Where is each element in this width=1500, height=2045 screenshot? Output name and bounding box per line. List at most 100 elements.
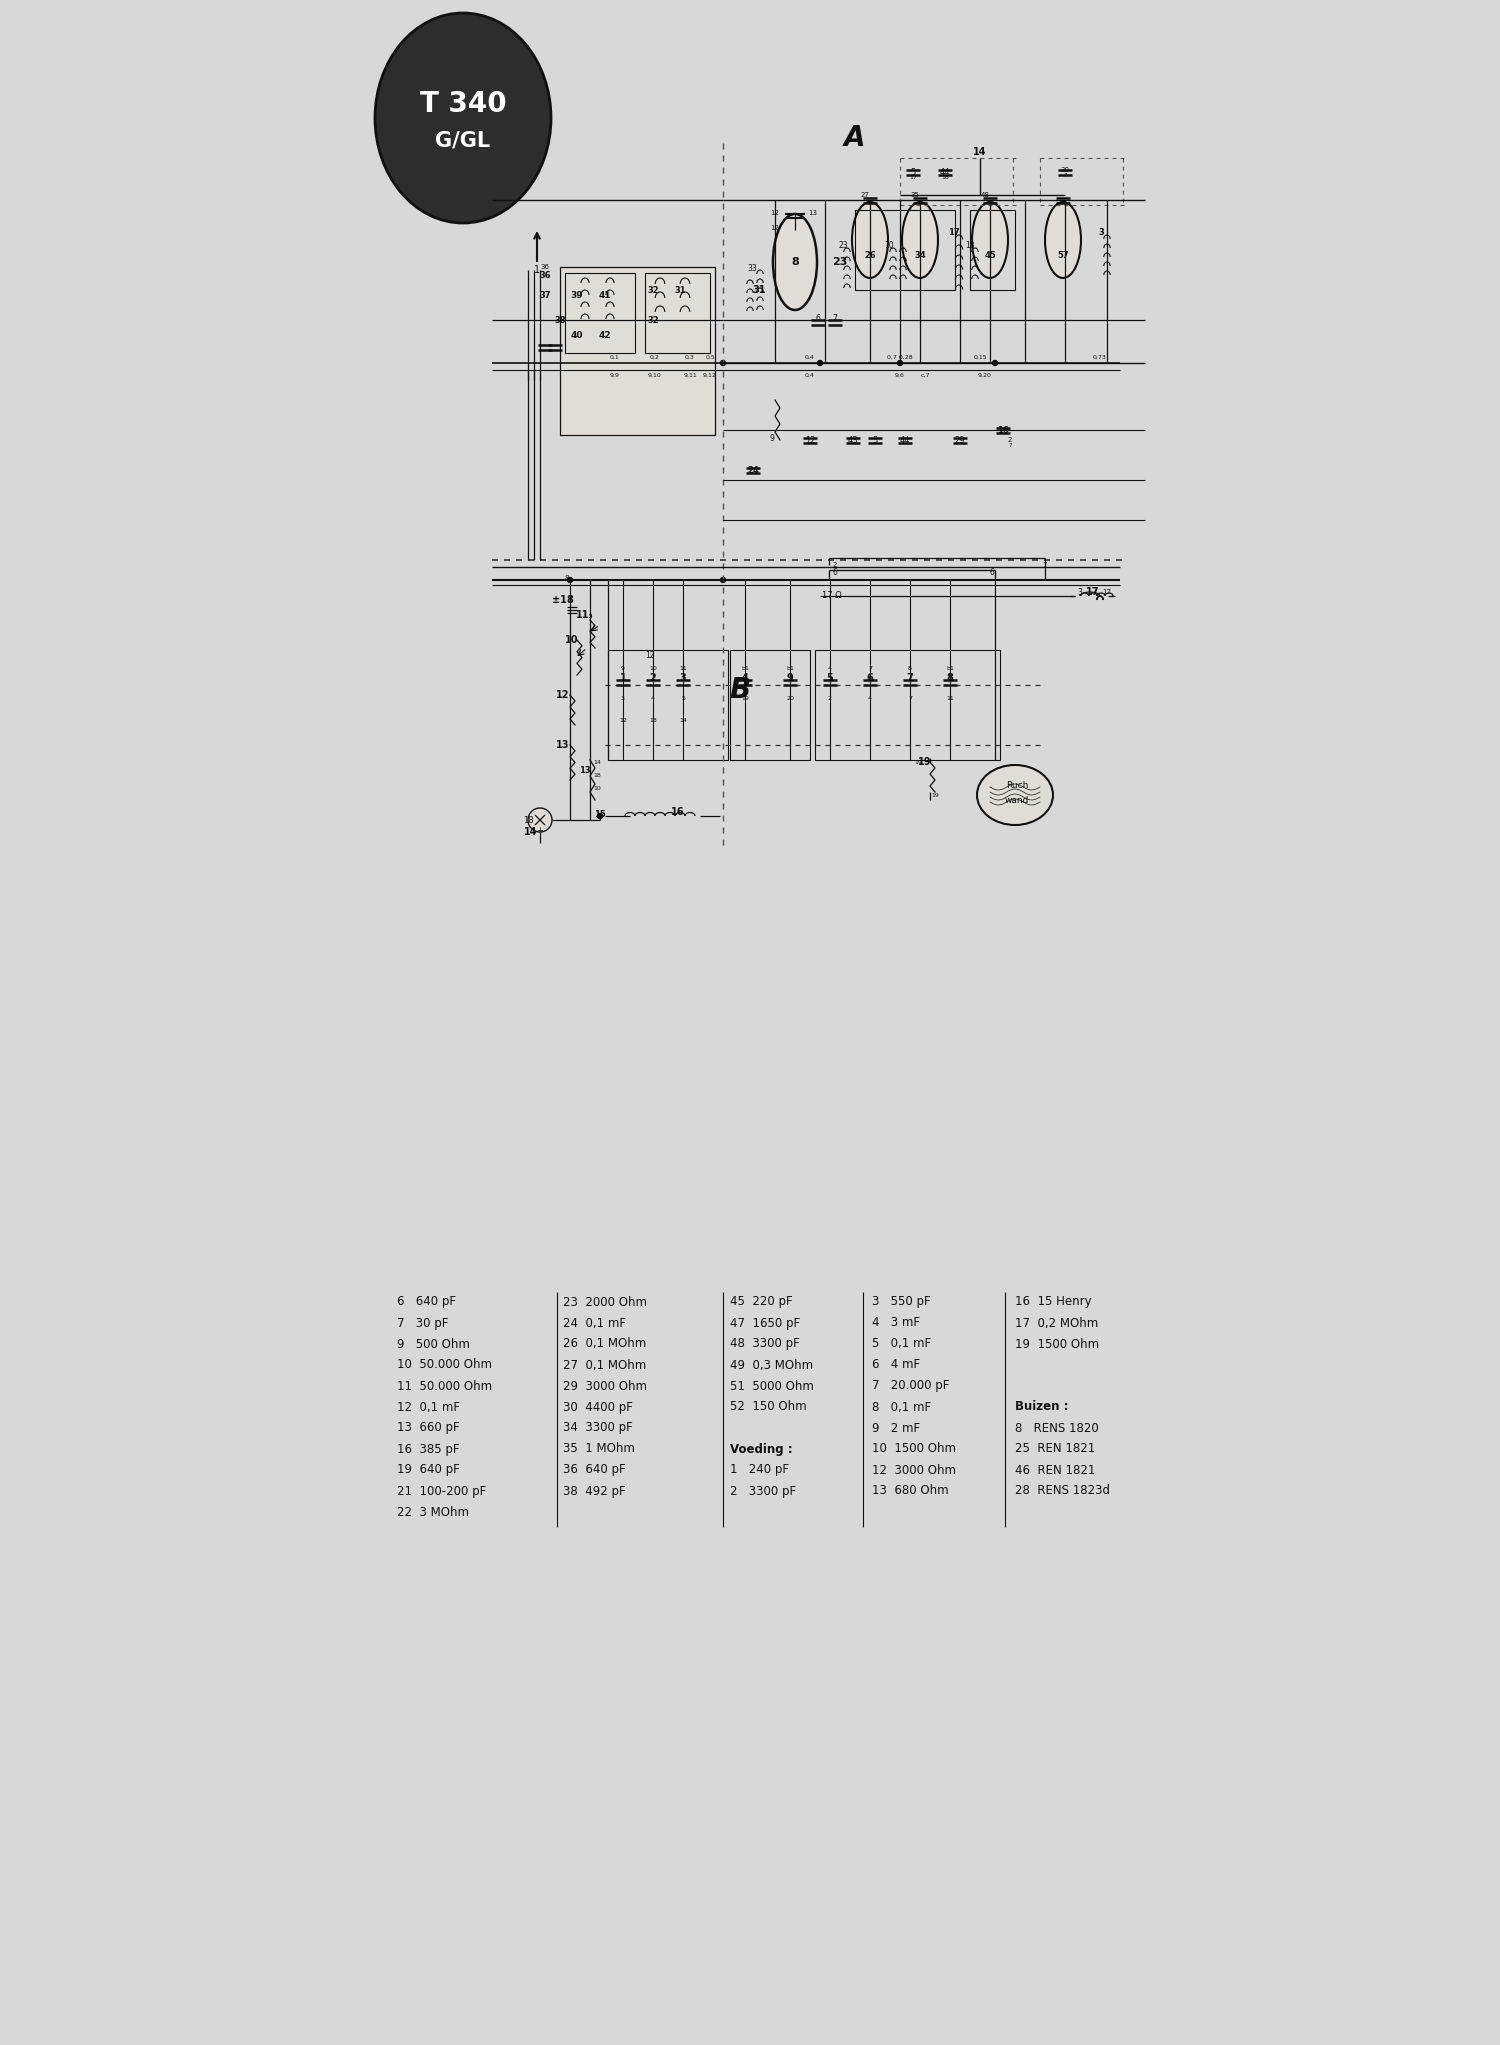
Text: 13  660 pF: 13 660 pF — [398, 1421, 459, 1434]
Text: 16: 16 — [998, 425, 1010, 434]
Text: wand: wand — [1005, 796, 1029, 804]
Text: 5: 5 — [681, 695, 686, 701]
Text: 28  RENS 1823d: 28 RENS 1823d — [1016, 1485, 1110, 1497]
Text: 5: 5 — [910, 168, 915, 176]
Text: 0,15: 0,15 — [974, 354, 987, 360]
Text: 44: 44 — [939, 168, 951, 176]
Text: 8: 8 — [564, 575, 570, 581]
Text: 43: 43 — [847, 436, 858, 444]
Text: 8   RENS 1820: 8 RENS 1820 — [1016, 1421, 1098, 1434]
Bar — [970, 211, 1016, 290]
Text: 10: 10 — [650, 665, 657, 671]
Text: T 340: T 340 — [420, 90, 507, 119]
Text: 10: 10 — [592, 785, 602, 791]
Text: 32: 32 — [646, 286, 658, 294]
Text: 6   640 pF: 6 640 pF — [398, 1294, 456, 1309]
Text: 34: 34 — [914, 249, 926, 260]
Text: A: A — [844, 125, 865, 151]
Text: 17: 17 — [909, 174, 916, 180]
Text: 0,4: 0,4 — [806, 354, 814, 360]
Ellipse shape — [972, 202, 1008, 278]
Text: 30  4400 pF: 30 4400 pF — [562, 1401, 633, 1413]
Text: b1: b1 — [786, 665, 794, 671]
Text: 12: 12 — [804, 436, 816, 444]
Text: 10  50.000 Ohm: 10 50.000 Ohm — [398, 1358, 492, 1372]
Text: 35: 35 — [910, 192, 920, 198]
Text: 2: 2 — [828, 695, 833, 701]
Text: 2: 2 — [1008, 438, 1013, 444]
Text: 19: 19 — [914, 759, 922, 765]
Text: 5: 5 — [873, 436, 877, 444]
Text: 39: 39 — [570, 290, 584, 299]
Text: 6: 6 — [833, 569, 837, 577]
Text: G/GL: G/GL — [435, 131, 490, 149]
Text: 19: 19 — [932, 793, 939, 798]
Text: 48: 48 — [981, 192, 990, 198]
Text: 0,73: 0,73 — [1094, 354, 1107, 360]
Text: 36: 36 — [540, 264, 549, 270]
Text: 0,2: 0,2 — [650, 354, 660, 360]
Text: 1: 1 — [534, 266, 540, 274]
Text: 2: 2 — [833, 562, 837, 569]
Text: 29: 29 — [954, 436, 966, 444]
Text: 12: 12 — [620, 718, 627, 722]
Text: 38  492 pF: 38 492 pF — [562, 1485, 626, 1497]
Circle shape — [818, 360, 822, 366]
Text: 1: 1 — [620, 673, 627, 683]
Text: 13: 13 — [579, 765, 591, 775]
Text: 9,6: 9,6 — [896, 372, 904, 378]
Text: 13  680 Ohm: 13 680 Ohm — [871, 1485, 948, 1497]
Text: ±18: ±18 — [552, 595, 574, 605]
Text: 9,10: 9,10 — [648, 372, 662, 378]
Ellipse shape — [902, 202, 938, 278]
Text: 57: 57 — [1058, 249, 1070, 260]
Text: 18: 18 — [940, 174, 950, 180]
Text: 4: 4 — [868, 695, 871, 701]
Text: 7: 7 — [908, 695, 912, 701]
Text: 22  3 MOhm: 22 3 MOhm — [398, 1505, 470, 1519]
Circle shape — [597, 814, 603, 818]
Text: 11  50.000 Ohm: 11 50.000 Ohm — [398, 1380, 492, 1393]
Text: 11: 11 — [946, 695, 954, 701]
Text: 4: 4 — [651, 695, 656, 701]
Text: 8   0,1 mF: 8 0,1 mF — [871, 1401, 932, 1413]
Text: 17: 17 — [948, 227, 960, 237]
Text: 6: 6 — [816, 313, 821, 323]
Text: 23: 23 — [839, 241, 848, 249]
Text: 7: 7 — [1042, 562, 1047, 569]
Text: 6: 6 — [867, 673, 873, 683]
Text: 7: 7 — [1008, 442, 1011, 448]
Text: 26: 26 — [864, 249, 876, 260]
Text: 3: 3 — [680, 673, 687, 683]
Circle shape — [993, 360, 998, 366]
Text: 25  REN 1821: 25 REN 1821 — [1016, 1442, 1095, 1456]
Text: 51  5000 Ohm: 51 5000 Ohm — [730, 1380, 815, 1393]
Text: Voeding :: Voeding : — [730, 1442, 792, 1456]
Text: 20: 20 — [786, 695, 794, 701]
Text: 0,7 0,28: 0,7 0,28 — [886, 354, 914, 360]
Text: 19: 19 — [918, 757, 932, 767]
Text: 9: 9 — [621, 665, 626, 671]
Text: 32: 32 — [646, 315, 658, 325]
Text: 46  REN 1821: 46 REN 1821 — [1016, 1464, 1095, 1476]
Bar — [855, 211, 956, 290]
Text: 12: 12 — [771, 211, 780, 217]
Text: 18: 18 — [592, 773, 602, 777]
Text: 1   240 pF: 1 240 pF — [730, 1464, 789, 1476]
Text: 36: 36 — [538, 270, 550, 280]
Text: 45  220 pF: 45 220 pF — [730, 1294, 792, 1309]
Text: 7: 7 — [868, 665, 871, 671]
Text: 7: 7 — [1064, 172, 1066, 178]
Text: 9,11: 9,11 — [682, 372, 698, 378]
Text: 19: 19 — [741, 695, 748, 701]
Ellipse shape — [772, 215, 818, 311]
Text: 9,12: 9,12 — [704, 372, 717, 378]
Text: 12: 12 — [645, 650, 654, 658]
Text: 17 Ω: 17 Ω — [822, 591, 842, 599]
Text: 3: 3 — [1077, 587, 1083, 597]
Text: 8: 8 — [946, 673, 954, 683]
Text: 35  1 MOhm: 35 1 MOhm — [562, 1442, 634, 1456]
Text: 47  1650 pF: 47 1650 pF — [730, 1317, 800, 1329]
Text: Ruch: Ruch — [1007, 781, 1028, 789]
Text: 14: 14 — [592, 759, 602, 765]
